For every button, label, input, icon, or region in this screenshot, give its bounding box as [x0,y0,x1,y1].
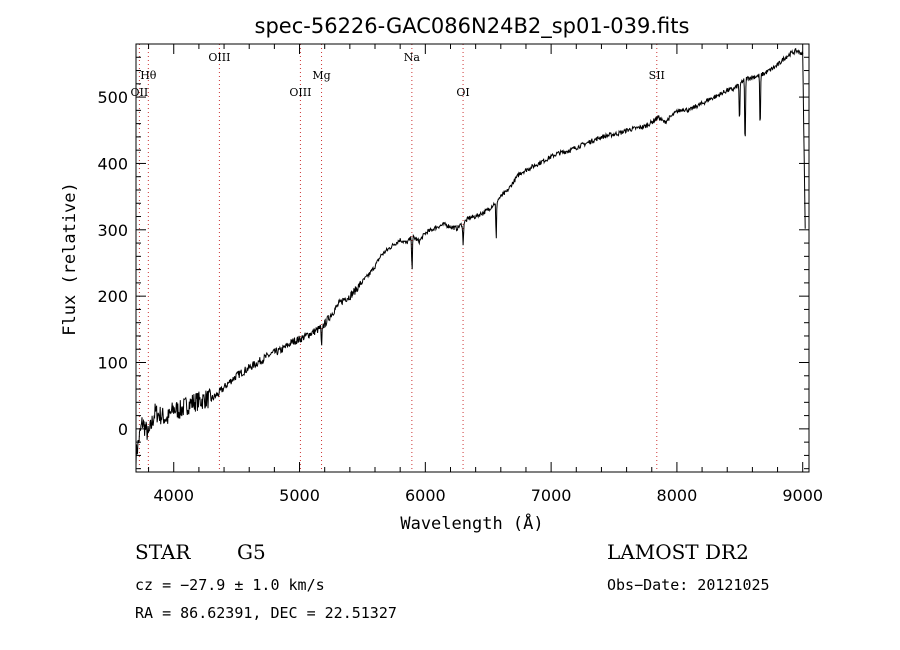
x-tick-label: 6000 [405,486,446,505]
spectrum-series-line [135,47,806,466]
x-tick-label: 4000 [153,486,194,505]
x-tick-label: 8000 [657,486,698,505]
x-axis-ticks: 4000 5000 6000 7000 8000 9000 [148,44,823,505]
reference-line-label: OI [456,86,469,99]
reference-line-label: OII [131,86,149,99]
object-subclass: G5 [237,540,266,564]
reference-line-label: SII [649,69,665,82]
observation-date: Obs−Date: 20121025 [607,576,770,594]
x-axis-label: Wavelength (Å) [400,512,543,534]
y-tick-label: 300 [97,221,128,240]
y-tick-label: 400 [97,154,128,173]
object-class: STAR [135,540,191,564]
y-tick-label: 500 [97,88,128,107]
chart-title: spec-56226-GAC086N24B2_sp01-039.fits [255,14,690,39]
survey-name: LAMOST DR2 [607,540,749,564]
sky-coordinates: RA = 86.62391, DEC = 22.51327 [135,604,397,622]
y-tick-label: 200 [97,287,128,306]
y-axis-ticks: 0 100 200 300 400 500 [97,43,809,470]
plot-frame [135,43,810,473]
x-tick-label: 5000 [279,486,320,505]
reference-line-label: OIII [208,51,230,64]
y-tick-label: 100 [97,354,128,373]
reference-line-label: Na [404,51,421,64]
x-tick-label: 9000 [782,486,823,505]
reference-line-label: Mg [312,69,330,82]
y-axis-label: Flux (relative) [60,182,80,336]
y-tick-label: 0 [118,420,128,439]
x-tick-label: 7000 [531,486,572,505]
redshift-cz: cz = −27.9 ± 1.0 km/s [135,576,325,594]
reference-line-label: Hθ [140,69,157,82]
reference-line-label: OIII [289,86,311,99]
